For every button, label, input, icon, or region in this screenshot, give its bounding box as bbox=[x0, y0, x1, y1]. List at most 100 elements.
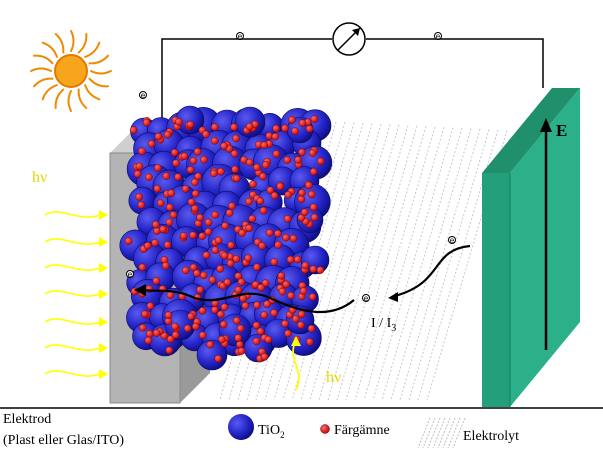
electron-marker bbox=[236, 32, 244, 40]
dye-molecule bbox=[223, 278, 232, 287]
dye-molecule bbox=[144, 336, 153, 345]
dye-molecule bbox=[187, 312, 195, 321]
dye-molecule bbox=[301, 261, 310, 270]
dye-molecule bbox=[236, 324, 245, 333]
dye-molecule bbox=[156, 199, 165, 207]
electron-label: e bbox=[364, 294, 369, 303]
dye-molecule bbox=[143, 241, 152, 250]
dye-molecule bbox=[244, 254, 252, 263]
dye-molecule bbox=[297, 321, 305, 329]
electron-label: e bbox=[450, 236, 455, 245]
dye-molecule bbox=[194, 172, 202, 181]
dye-molecule bbox=[289, 234, 298, 243]
dye-molecule bbox=[297, 310, 306, 319]
dye-molecule bbox=[232, 316, 241, 325]
dye-molecule bbox=[151, 220, 160, 229]
dye-molecule bbox=[308, 293, 317, 301]
dye-molecule bbox=[294, 156, 302, 164]
dye-molecule bbox=[170, 148, 179, 157]
light-ray-bottom bbox=[291, 336, 301, 391]
dye-molecule bbox=[191, 204, 199, 213]
dye-molecule bbox=[245, 224, 253, 232]
light-rays-left bbox=[44, 210, 108, 379]
dye-molecule bbox=[281, 319, 289, 328]
dye-molecule bbox=[174, 173, 182, 181]
dye-molecule bbox=[181, 266, 190, 275]
dye-molecule bbox=[274, 229, 282, 238]
dye-molecule bbox=[309, 203, 318, 212]
dye-molecule bbox=[183, 324, 192, 333]
dye-molecule bbox=[300, 208, 309, 216]
dye-molecule bbox=[270, 258, 279, 266]
dye-molecule bbox=[297, 213, 306, 222]
dye-molecule bbox=[284, 329, 292, 338]
dye-molecule bbox=[264, 335, 273, 344]
dye-molecule bbox=[228, 202, 236, 210]
dye-molecule bbox=[253, 263, 261, 272]
hv-label-bottom: hν bbox=[326, 369, 341, 386]
dye-molecule bbox=[245, 122, 254, 131]
dye-molecule bbox=[249, 180, 257, 188]
dye-molecule bbox=[171, 322, 179, 331]
dye-molecule bbox=[147, 139, 156, 148]
dye-molecule bbox=[198, 306, 207, 315]
dye-molecule bbox=[307, 324, 316, 333]
dye-molecule bbox=[316, 266, 325, 274]
dye-molecule bbox=[287, 291, 295, 300]
dye-molecule bbox=[252, 337, 261, 346]
dye-molecule bbox=[190, 178, 199, 187]
dye-molecule bbox=[234, 286, 243, 294]
dye-molecule bbox=[260, 352, 269, 361]
redox-i-minus: I bbox=[371, 316, 376, 331]
legend: Elektrod (Plast eller Glas/ITO) TiO2 Fär… bbox=[3, 412, 519, 449]
dye-molecule bbox=[189, 263, 198, 272]
dye-molecule bbox=[232, 134, 240, 143]
dye-molecule bbox=[260, 311, 269, 319]
dye-molecule bbox=[163, 241, 172, 249]
electron-label: e bbox=[238, 32, 243, 41]
dye-molecule bbox=[200, 155, 208, 164]
dye-molecule bbox=[166, 335, 175, 344]
dye-molecule bbox=[272, 150, 281, 158]
dye-molecule bbox=[261, 279, 270, 287]
dye-molecule bbox=[138, 263, 147, 272]
dye-molecule bbox=[282, 280, 291, 289]
dye-molecule bbox=[145, 330, 154, 338]
dye-molecule bbox=[165, 346, 174, 355]
dye-molecule bbox=[316, 157, 325, 166]
dye-molecule bbox=[171, 331, 180, 339]
dye-molecule bbox=[261, 161, 270, 169]
legend-electrolyte-label: Elektrolyt bbox=[463, 429, 519, 444]
dye-molecule bbox=[226, 259, 235, 268]
dye-molecule bbox=[210, 169, 218, 178]
electron-marker bbox=[139, 91, 147, 99]
dye-molecule bbox=[196, 285, 204, 294]
redox-i3: I bbox=[387, 316, 392, 331]
dye-molecule bbox=[309, 265, 318, 273]
dye-molecule bbox=[211, 211, 219, 219]
dye-molecule bbox=[286, 255, 295, 264]
dye-molecule bbox=[220, 303, 229, 311]
dye-molecule bbox=[266, 186, 275, 194]
legend-tio2-main: TiO bbox=[258, 423, 280, 438]
dye-molecule bbox=[165, 203, 174, 212]
dye-molecule bbox=[217, 335, 226, 344]
redox-sep: / bbox=[376, 316, 387, 331]
dye-molecule bbox=[206, 340, 214, 349]
electron-marker bbox=[448, 236, 456, 244]
legend-dye-label: Färgämne bbox=[334, 423, 390, 438]
dye-molecule bbox=[193, 147, 202, 156]
dye-molecule bbox=[284, 190, 293, 199]
dye-molecule bbox=[167, 189, 176, 197]
dye-molecule bbox=[210, 136, 219, 145]
dye-molecule bbox=[193, 269, 201, 278]
dye-molecule bbox=[220, 251, 229, 260]
dye-molecule bbox=[271, 132, 280, 141]
dye-molecule bbox=[237, 278, 246, 286]
dye-molecule bbox=[210, 123, 219, 131]
dye-molecule bbox=[274, 241, 282, 249]
dye-molecule bbox=[310, 115, 319, 123]
hv-label-left: hν bbox=[32, 169, 47, 186]
legend-dye-icon bbox=[320, 424, 330, 434]
